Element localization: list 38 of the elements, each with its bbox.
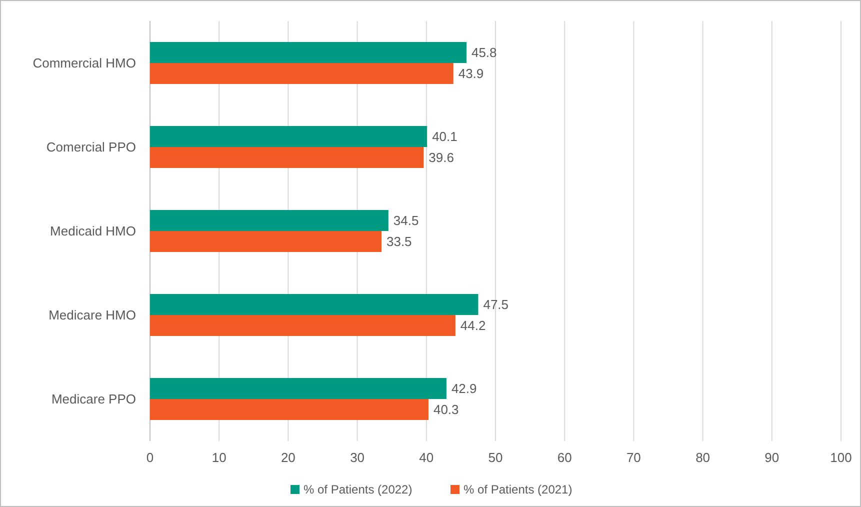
legend-label: % of Patients (2021) xyxy=(464,482,572,497)
y-tick-label: Medicare PPO xyxy=(51,392,136,407)
data-label: 39.6 xyxy=(428,150,454,166)
y-tick-label: Comercial PPO xyxy=(46,140,136,155)
legend-label: % of Patients (2022) xyxy=(304,482,412,497)
bar xyxy=(150,378,446,399)
bar xyxy=(150,126,428,147)
data-label: 45.8 xyxy=(471,45,497,60)
x-tick-label: 90 xyxy=(764,450,780,465)
bar xyxy=(150,294,478,315)
data-label: 40.3 xyxy=(433,402,459,418)
x-tick-label: 80 xyxy=(696,450,710,465)
data-label: 33.5 xyxy=(386,234,412,250)
data-label: 43.9 xyxy=(458,66,484,82)
x-tick-label: 0 xyxy=(146,450,154,465)
data-label: 47.5 xyxy=(483,297,509,312)
y-tick-label: Medicaid HMO xyxy=(50,224,136,239)
bar xyxy=(150,231,382,252)
bar xyxy=(150,315,456,336)
data-label: 44.2 xyxy=(460,318,486,334)
data-label: 34.5 xyxy=(393,213,419,228)
bar xyxy=(150,147,424,168)
bar xyxy=(150,63,454,84)
x-tick-label: 40 xyxy=(419,450,434,465)
x-tick-label: 20 xyxy=(280,450,296,465)
x-tick-label: 100 xyxy=(830,450,852,465)
bar xyxy=(150,42,466,63)
x-tick-label: 30 xyxy=(350,450,365,465)
y-tick-label: Commercial HMO xyxy=(32,56,136,71)
x-tick-label: 10 xyxy=(212,450,226,465)
x-tick-label: 60 xyxy=(557,450,572,465)
bar xyxy=(150,399,428,420)
x-tick-label: 70 xyxy=(626,450,641,465)
bar xyxy=(150,210,388,231)
x-tick-label: 50 xyxy=(488,450,503,465)
y-tick-label: Medicare HMO xyxy=(48,308,136,323)
data-label: 42.9 xyxy=(451,381,477,396)
data-label: 40.1 xyxy=(432,129,458,144)
